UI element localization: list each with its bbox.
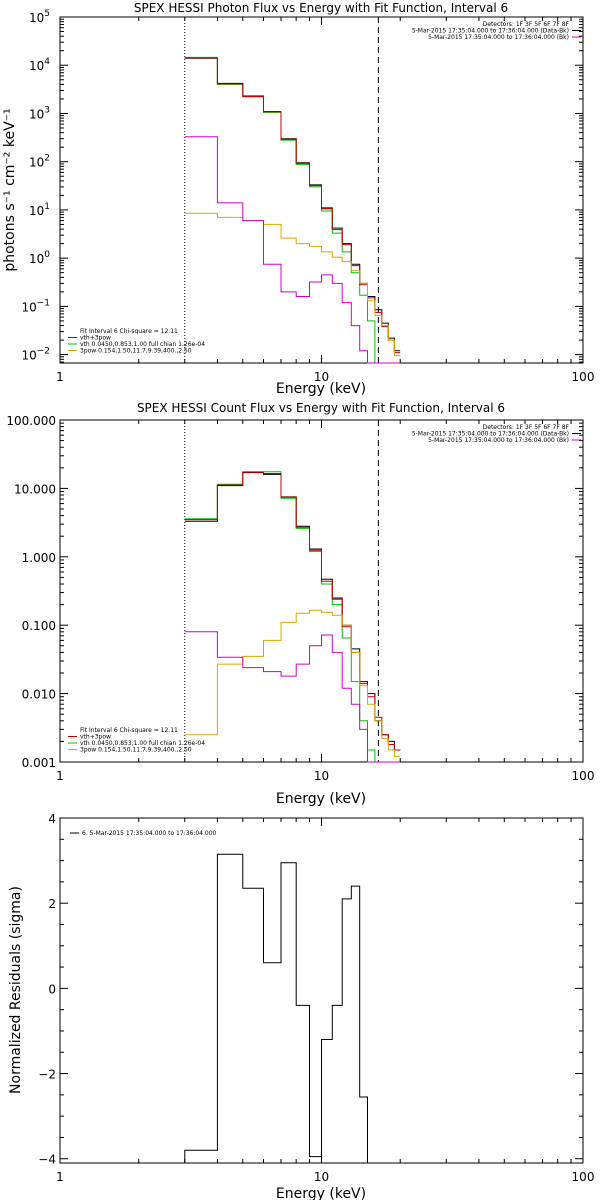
photon-flux-y-tick-label: 103 <box>29 105 50 121</box>
photon-flux-series <box>184 56 401 364</box>
photon-flux-title: SPEX HESSI Photon Flux vs Energy with Fi… <box>134 1 508 15</box>
count-flux-legend-text: 5-Mar-2015 17:35:04.000 to 17:36:04.000 … <box>412 431 569 438</box>
residuals-ylabel: Normalized Residuals (sigma) <box>8 886 24 1094</box>
count-flux-series-line-4 <box>184 609 401 758</box>
photon-flux-series-line-2 <box>184 56 401 364</box>
photon-flux-legend-text: 5-Mar-2015 17:35:04.000 to 17:36:04.000 … <box>412 28 569 35</box>
count-flux-title: SPEX HESSI Count Flux vs Energy with Fit… <box>137 401 505 415</box>
photon-flux-y-tick-label: 10−2 <box>21 347 50 363</box>
count-flux-legend-text: Detectors: 1F 3F 5F 6F 7F 8F <box>483 424 570 431</box>
count-flux-y-tick-label: 0.001 <box>22 756 56 770</box>
photon-flux-x-tick-label: 10 <box>314 370 329 384</box>
residuals-series <box>184 853 382 1164</box>
count-flux-x-tick-label: 10 <box>314 769 329 783</box>
photon-flux-panel: SPEX HESSI Photon Flux vs Energy with Fi… <box>2 1 594 397</box>
photon-flux-legend-text: vth 0.0450,0.853,1.00 full chian 1.26e-0… <box>80 341 205 348</box>
count-flux-y-tick-label: 0.100 <box>22 619 56 633</box>
count-flux-legend-text: 5-Mar-2015 17:35:04.000 to 17:36:04.000 … <box>428 437 569 444</box>
residuals-y-tick-label: 0 <box>48 982 56 996</box>
count-flux-legend-text: vth 0.0450,0.853,1.00 full chian 1.26e-0… <box>80 740 205 747</box>
count-flux-xlabel: Energy (keV) <box>276 791 366 807</box>
residuals-series-line-1 <box>184 853 382 1164</box>
residuals-panel: 1 10 100 −4 −2 0 2 4 6. 5-Mar-2015 17:35:04.000… <box>8 812 594 1200</box>
count-flux-plot-frame <box>59 419 584 763</box>
count-flux-y-tick-label: 10.000 <box>14 482 56 496</box>
count-flux-y-tick-label: 0.010 <box>22 688 56 702</box>
count-flux-y-tick-label: 1.000 <box>22 551 56 565</box>
residuals-y-tick-label: −2 <box>38 1068 56 1082</box>
photon-flux-legend-text: vth+3pow <box>80 335 111 342</box>
photon-flux-legend-text: 5-Mar-2015 17:35:04.000 to 17:36:04.000 … <box>428 34 569 41</box>
count-flux-x-tick-label: 100 <box>572 769 595 783</box>
count-flux-legend-text: vth+3pow <box>80 734 111 741</box>
count-flux-y-tick-label: 100.000 <box>6 414 56 428</box>
residuals-legend-text: 6. 5-Mar-2015 17:35:04.000 to 17:36:04.0… <box>82 830 217 837</box>
photon-flux-x-tick-label: 1 <box>56 370 64 384</box>
residuals-y-tick-label: 2 <box>48 897 56 911</box>
residuals-y-tick-label: 4 <box>48 812 56 826</box>
photon-flux-series-line-4 <box>184 212 401 357</box>
photon-flux-x-tick-label: 100 <box>572 370 595 384</box>
count-flux-series <box>184 471 401 763</box>
photon-flux-y-tick-label: 101 <box>29 202 50 218</box>
photon-flux-y-tick-label: 10−1 <box>21 298 50 314</box>
residuals-x-tick-label: 100 <box>572 1170 595 1184</box>
photon-flux-y-tick-label: 104 <box>29 57 50 73</box>
count-flux-series-line-5 <box>184 631 401 763</box>
residuals-y-tick-label: −4 <box>38 1153 56 1167</box>
photon-flux-y-tick-label: 105 <box>29 9 50 25</box>
photon-flux-y-tick-label: 102 <box>29 154 50 170</box>
count-flux-legend-text: 3pow 0.154,1.50,11.7,9.39,400.,2.50 <box>80 747 192 754</box>
residuals-x-tick-label: 1 <box>56 1170 64 1184</box>
photon-flux-series-line-5 <box>184 136 401 364</box>
photon-flux-ylabel: photons s⁻¹ cm⁻² keV⁻¹ <box>2 108 18 271</box>
count-flux-x-tick-label: 1 <box>56 769 64 783</box>
photon-flux-legend-text: Detectors: 1F 3F 5F 6F 7F 8F <box>483 21 570 28</box>
photon-flux-xlabel: Energy (keV) <box>276 381 366 397</box>
photon-flux-y-tick-label: 100 <box>29 250 50 266</box>
count-flux-panel: SPEX HESSI Count Flux vs Energy with Fit… <box>6 401 594 807</box>
residuals-x-tick-label: 10 <box>314 1170 329 1184</box>
count-flux-legend-text: Fit Interval 6 Chi-square = 12.11 <box>80 727 178 734</box>
photon-flux-legend-text: Fit Interval 6 Chi-square = 12.11 <box>80 328 178 335</box>
residuals-xlabel: Energy (keV) <box>276 1186 366 1200</box>
photon-flux-legend-text: 3pow 0.154,1.50,11.7,9.39,400.,2.50 <box>80 348 192 355</box>
